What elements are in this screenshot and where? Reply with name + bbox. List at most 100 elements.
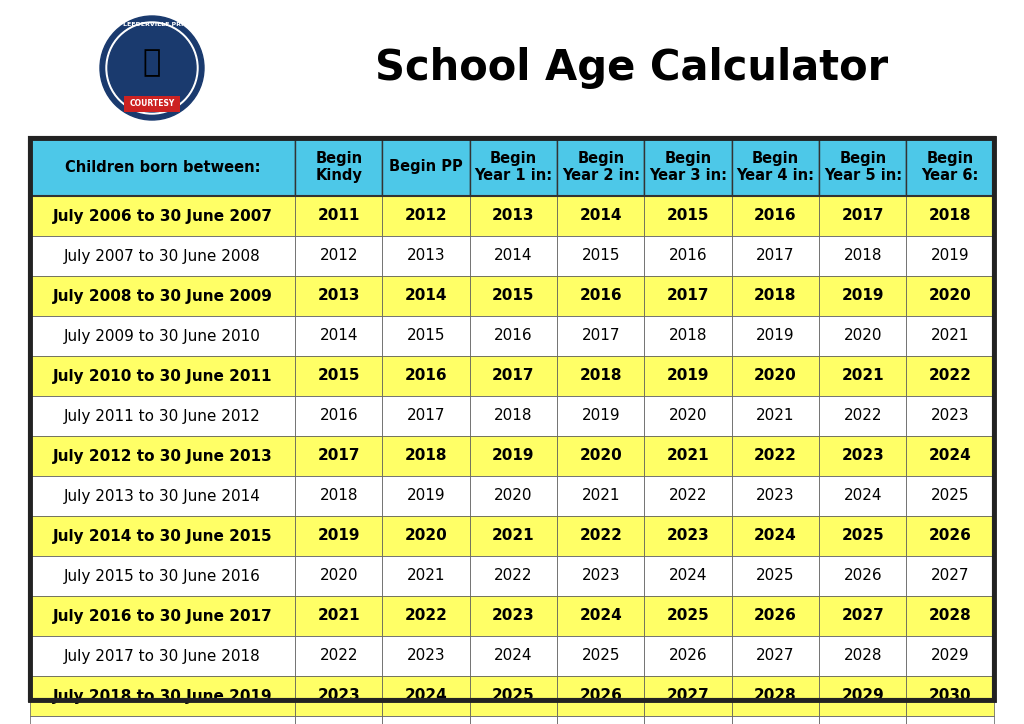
Text: Children born between:: Children born between: <box>65 159 260 174</box>
Bar <box>382 316 470 356</box>
Bar <box>644 138 732 196</box>
Bar <box>644 476 732 516</box>
Bar <box>906 316 994 356</box>
Bar <box>819 476 906 516</box>
Bar <box>382 476 470 516</box>
Bar <box>906 516 994 556</box>
Bar <box>732 476 819 516</box>
Bar <box>382 436 470 476</box>
Text: 2030: 2030 <box>929 689 972 704</box>
Bar <box>819 516 906 556</box>
Text: July 2013 to 30 June 2014: July 2013 to 30 June 2014 <box>65 489 261 503</box>
Bar <box>382 196 470 236</box>
Bar <box>557 516 644 556</box>
Bar <box>470 716 557 724</box>
Text: 2021: 2021 <box>407 568 445 584</box>
Bar <box>557 716 644 724</box>
Text: 2023: 2023 <box>756 489 795 503</box>
Text: 2013: 2013 <box>407 248 445 264</box>
Text: 2021: 2021 <box>931 329 970 343</box>
Text: 🦢: 🦢 <box>143 49 161 77</box>
Text: COURTESY: COURTESY <box>129 99 175 109</box>
Text: 2020: 2020 <box>669 408 708 424</box>
Text: July 2012 to 30 June 2013: July 2012 to 30 June 2013 <box>52 448 272 463</box>
Text: 2013: 2013 <box>493 209 535 224</box>
Bar <box>644 716 732 724</box>
Text: 2024: 2024 <box>404 689 447 704</box>
Bar <box>906 636 994 676</box>
Bar <box>295 276 382 316</box>
Bar <box>295 236 382 276</box>
Text: 2022: 2022 <box>404 608 447 623</box>
Bar <box>30 676 295 716</box>
Bar <box>732 236 819 276</box>
Bar <box>295 716 382 724</box>
Bar <box>382 676 470 716</box>
Text: 2022: 2022 <box>669 489 708 503</box>
Bar <box>295 396 382 436</box>
Bar <box>295 476 382 516</box>
Bar <box>732 676 819 716</box>
Text: 2018: 2018 <box>755 288 797 303</box>
Text: 2020: 2020 <box>754 369 797 384</box>
Text: 2026: 2026 <box>929 529 972 544</box>
Text: 2025: 2025 <box>493 689 535 704</box>
Text: Begin
Year 5 in:: Begin Year 5 in: <box>823 151 902 183</box>
Text: 2017: 2017 <box>493 369 535 384</box>
Bar <box>295 676 382 716</box>
Bar <box>819 138 906 196</box>
Bar <box>819 236 906 276</box>
Text: 2019: 2019 <box>842 288 884 303</box>
Text: 2018: 2018 <box>495 408 532 424</box>
Bar <box>644 236 732 276</box>
Bar <box>30 556 295 596</box>
Text: 2022: 2022 <box>754 448 797 463</box>
Bar <box>732 636 819 676</box>
Bar <box>644 196 732 236</box>
Bar <box>382 636 470 676</box>
Text: 2020: 2020 <box>319 568 358 584</box>
Text: 2017: 2017 <box>756 248 795 264</box>
Bar <box>732 516 819 556</box>
Bar <box>470 436 557 476</box>
Text: Begin
Kindy: Begin Kindy <box>315 151 362 183</box>
Bar <box>906 556 994 596</box>
Bar <box>30 196 295 236</box>
Circle shape <box>108 24 196 112</box>
Bar <box>644 516 732 556</box>
Bar <box>732 436 819 476</box>
Text: 2023: 2023 <box>842 448 884 463</box>
Text: 2027: 2027 <box>756 649 795 663</box>
Text: 2023: 2023 <box>931 408 970 424</box>
Text: 2019: 2019 <box>493 448 535 463</box>
Text: 2020: 2020 <box>844 329 882 343</box>
Text: July 2014 to 30 June 2015: July 2014 to 30 June 2015 <box>53 529 272 544</box>
Bar <box>295 316 382 356</box>
Bar <box>819 676 906 716</box>
Bar <box>295 636 382 676</box>
Text: 2018: 2018 <box>404 448 447 463</box>
Bar <box>906 196 994 236</box>
Text: 2018: 2018 <box>319 489 358 503</box>
Bar <box>30 436 295 476</box>
Text: 2024: 2024 <box>929 448 972 463</box>
Bar <box>382 516 470 556</box>
Text: 2028: 2028 <box>929 608 972 623</box>
Bar <box>557 396 644 436</box>
Text: 2023: 2023 <box>493 608 535 623</box>
Text: 2023: 2023 <box>582 568 621 584</box>
Bar <box>906 436 994 476</box>
Bar <box>382 236 470 276</box>
Bar <box>819 196 906 236</box>
Text: 2027: 2027 <box>842 608 884 623</box>
Text: Begin
Year 3 in:: Begin Year 3 in: <box>649 151 727 183</box>
Text: 2024: 2024 <box>669 568 708 584</box>
Text: 2025: 2025 <box>931 489 970 503</box>
Text: 2020: 2020 <box>929 288 972 303</box>
Bar <box>30 476 295 516</box>
Bar <box>470 476 557 516</box>
Text: July 2011 to 30 June 2012: July 2011 to 30 June 2012 <box>65 408 261 424</box>
Bar <box>644 596 732 636</box>
Bar <box>295 138 382 196</box>
Text: 2018: 2018 <box>844 248 882 264</box>
